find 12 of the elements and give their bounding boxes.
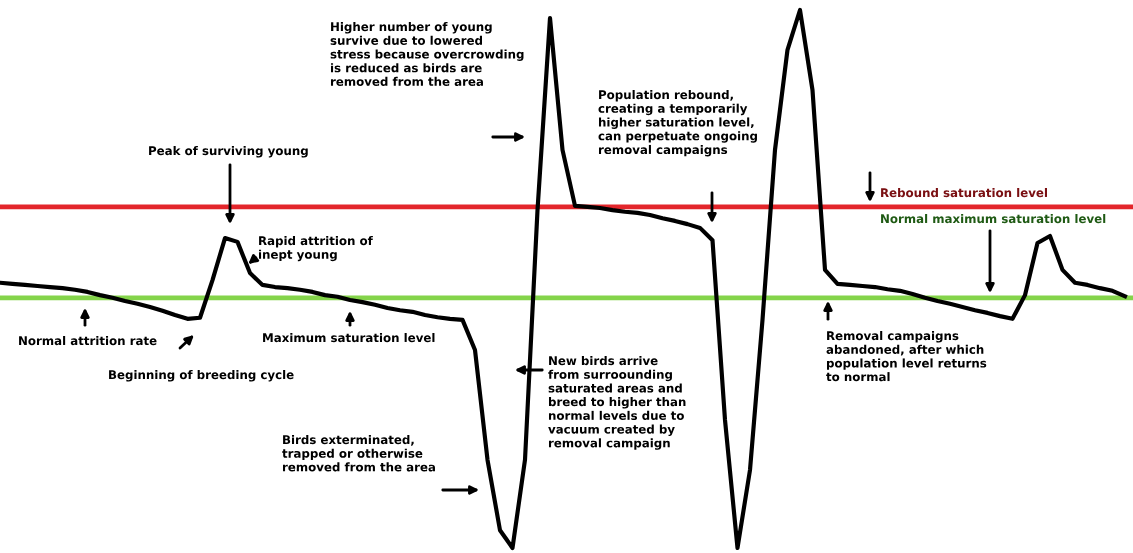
annotation: New birds arrive from surroounding saturated areas and breed to higher than normal levels due to vacuum created by removal campaign (548, 356, 686, 450)
ref-line-label: Rebound saturation level (881, 188, 1047, 198)
annotation: Normal attrition rate (19, 336, 157, 346)
annotation: Birds exterminated, trapped or otherwise removed from the area (282, 435, 435, 472)
annotation: Higher number of young survive due to lowered stress because overcrowding is reduced as birds are removed from the area (330, 22, 524, 86)
annotation: Rapid attrition of inept young (258, 236, 373, 262)
annotation: Population rebound, creating a temporarily higher saturation level, can perpetuate ongoing removal campaigns (598, 90, 757, 157)
annotation: Beginning of breeding cycle (109, 370, 294, 382)
annotation: Removal campaigns abandoned, after which population level returns to normal (826, 331, 987, 382)
annotation: Maximum saturation level (263, 333, 435, 343)
ref-line-label: Normal maximum saturation level (881, 214, 1106, 224)
annotation: Peak of surviving young (149, 146, 308, 158)
